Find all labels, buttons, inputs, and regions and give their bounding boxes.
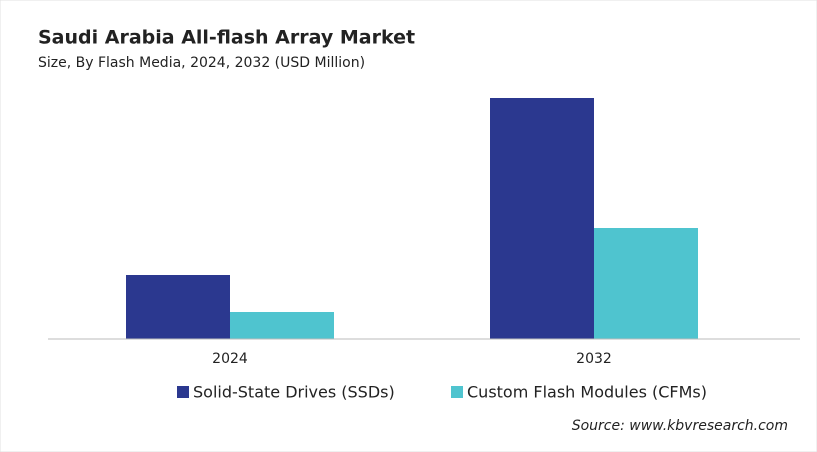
legend-label: Custom Flash Modules (CFMs): [467, 383, 707, 402]
legend-label: Solid-State Drives (SSDs): [193, 383, 395, 402]
chart-subtitle: Size, By Flash Media, 2024, 2032 (USD Mi…: [38, 55, 365, 71]
bar: [490, 98, 594, 339]
chart-title: Saudi Arabia All-flash Array Market: [38, 27, 415, 49]
source: Source: www.kbvresearch.com: [572, 418, 788, 434]
bar: [594, 228, 698, 339]
x-tick-label: 2032: [576, 351, 612, 367]
legend-swatch: [451, 386, 463, 398]
bar: [230, 312, 334, 339]
bar: [126, 275, 230, 339]
x-tick-label: 2024: [212, 351, 248, 367]
legend-swatch: [177, 386, 189, 398]
